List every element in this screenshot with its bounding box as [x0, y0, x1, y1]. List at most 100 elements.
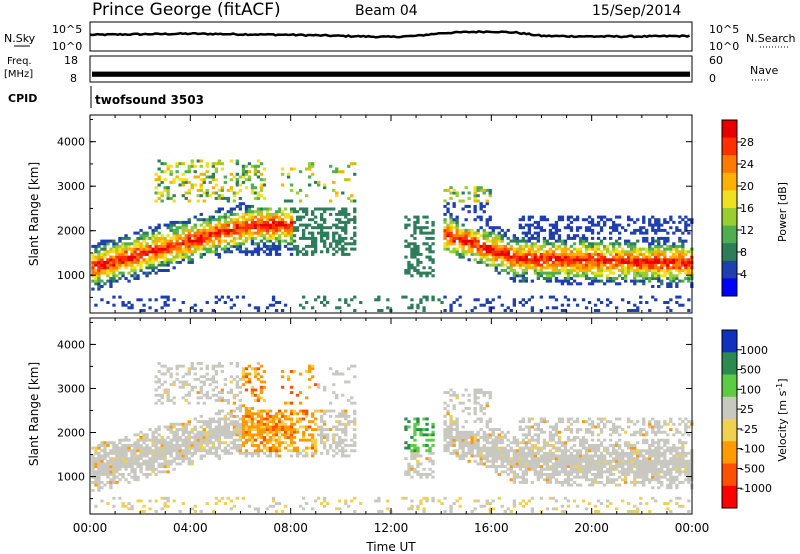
power-cell — [280, 231, 285, 235]
power-cell — [584, 244, 589, 248]
power-cell — [136, 252, 140, 256]
power-cell — [298, 215, 303, 219]
velocity-cell — [157, 462, 161, 466]
power-cell — [678, 263, 682, 267]
power-cell — [581, 266, 586, 270]
velocity-cell — [545, 420, 550, 424]
velocity-cell — [536, 441, 540, 445]
velocity-cell — [283, 401, 288, 405]
velocity-cell — [506, 467, 510, 471]
power-cell — [154, 178, 158, 182]
velocity-cell — [190, 385, 194, 389]
power-cell — [317, 180, 321, 184]
power-cell — [410, 252, 414, 256]
power-cell — [199, 244, 203, 248]
power-cell — [205, 223, 209, 227]
power-cell — [166, 244, 170, 248]
power-cell — [672, 220, 676, 224]
velocity-cell — [416, 428, 420, 431]
velocity-cell — [413, 428, 417, 431]
power-cell — [226, 295, 230, 299]
power-cell — [587, 215, 592, 219]
power-cell — [599, 226, 604, 230]
power-cell — [539, 271, 543, 275]
power-cell — [473, 188, 477, 192]
velocity-cell — [199, 375, 203, 379]
velocity-cell — [533, 462, 537, 466]
power-cell — [112, 263, 116, 267]
velocity-cell — [214, 372, 218, 376]
power-cell — [226, 210, 230, 214]
velocity-cell — [253, 393, 258, 397]
velocity-cell — [115, 451, 119, 455]
power-cell — [464, 250, 468, 254]
velocity-cell — [223, 399, 227, 402]
velocity-cell — [208, 420, 212, 424]
velocity-cell — [145, 433, 149, 437]
velocity-cell — [431, 459, 435, 463]
power-cell — [590, 220, 595, 224]
velocity-cell — [106, 467, 110, 471]
velocity-cell — [515, 457, 519, 461]
power-cell — [599, 271, 604, 275]
power-cell — [338, 212, 342, 216]
power-cell — [464, 204, 468, 208]
power-cell — [320, 228, 324, 232]
power-cell — [347, 196, 351, 200]
velocity-cell — [244, 422, 249, 426]
power-cell — [596, 309, 601, 312]
power-cell — [575, 260, 580, 264]
velocity-cell — [250, 441, 255, 445]
colorbar-tick-label: 8 — [740, 246, 747, 259]
velocity-cell — [289, 454, 294, 458]
power-cell — [244, 223, 249, 227]
power-cell — [97, 260, 101, 264]
velocity-cell — [178, 364, 182, 368]
power-cell — [229, 228, 233, 232]
power-cell — [470, 247, 474, 251]
velocity-cell — [332, 436, 336, 439]
power-cell — [485, 220, 489, 224]
velocity-cell — [250, 414, 255, 418]
velocity-cell — [277, 502, 282, 505]
power-cell — [277, 247, 282, 251]
power-cell — [323, 231, 327, 235]
power-cell — [274, 236, 279, 240]
power-cell — [187, 242, 191, 246]
velocity-cell — [103, 473, 107, 476]
power-cell — [422, 226, 426, 230]
velocity-cell — [326, 451, 330, 455]
power-cell — [97, 282, 101, 286]
power-cell — [115, 252, 119, 256]
velocity-cell — [193, 438, 197, 442]
power-cell — [109, 271, 113, 275]
velocity-cell — [229, 430, 233, 434]
power-cell — [654, 228, 658, 232]
power-cell — [94, 271, 98, 275]
power-cell — [569, 271, 574, 275]
power-cell — [651, 277, 655, 280]
colorbar-tick-label: 4 — [740, 268, 747, 281]
velocity-cell — [247, 380, 252, 384]
colorbar-segment — [722, 225, 737, 244]
power-cell — [642, 277, 646, 280]
power-cell — [103, 239, 107, 243]
power-cell — [437, 298, 441, 302]
velocity-cell — [410, 467, 414, 471]
power-cell — [618, 231, 622, 235]
power-cell — [229, 207, 233, 211]
power-cell — [413, 226, 417, 230]
velocity-cell — [311, 414, 315, 418]
power-cell — [443, 228, 447, 232]
power-cell — [277, 242, 282, 246]
velocity-cell — [422, 473, 426, 476]
power-cell — [148, 250, 152, 254]
power-cell — [672, 266, 676, 270]
power-cell — [551, 244, 556, 248]
velocity-cell — [446, 436, 450, 439]
velocity-cell — [283, 425, 288, 429]
power-cell — [341, 212, 345, 216]
power-cell — [494, 252, 498, 256]
power-cell — [452, 220, 456, 224]
colorbar-tick-label: 24 — [740, 158, 754, 171]
